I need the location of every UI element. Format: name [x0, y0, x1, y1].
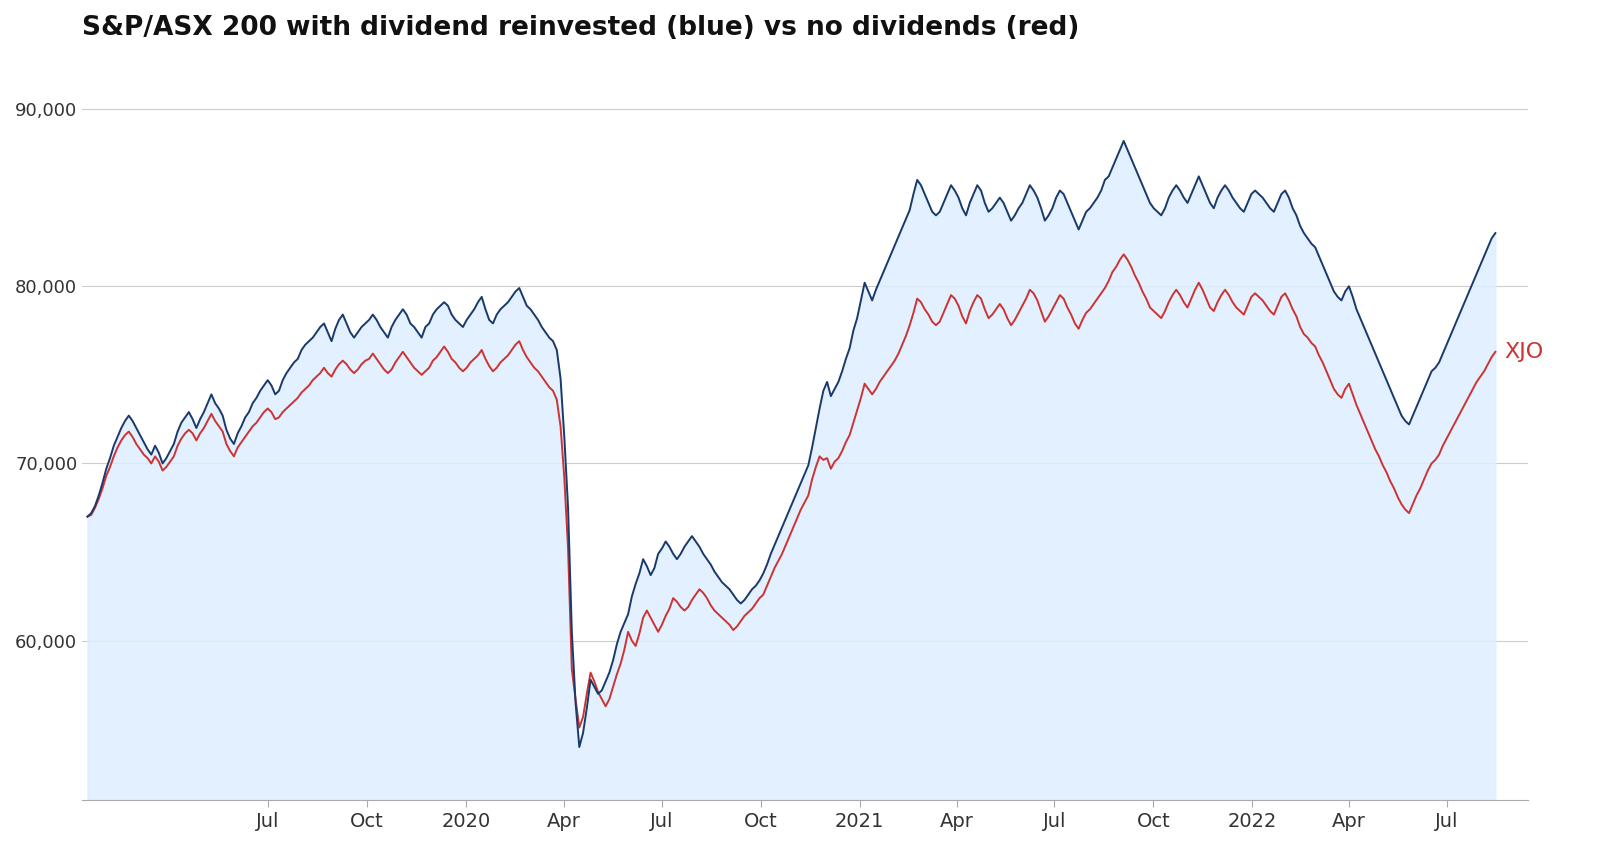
Text: XJO: XJO [1505, 342, 1544, 362]
Text: S&P/ASX 200 with dividend reinvested (blue) vs no dividends (red): S&P/ASX 200 with dividend reinvested (bl… [83, 15, 1079, 41]
